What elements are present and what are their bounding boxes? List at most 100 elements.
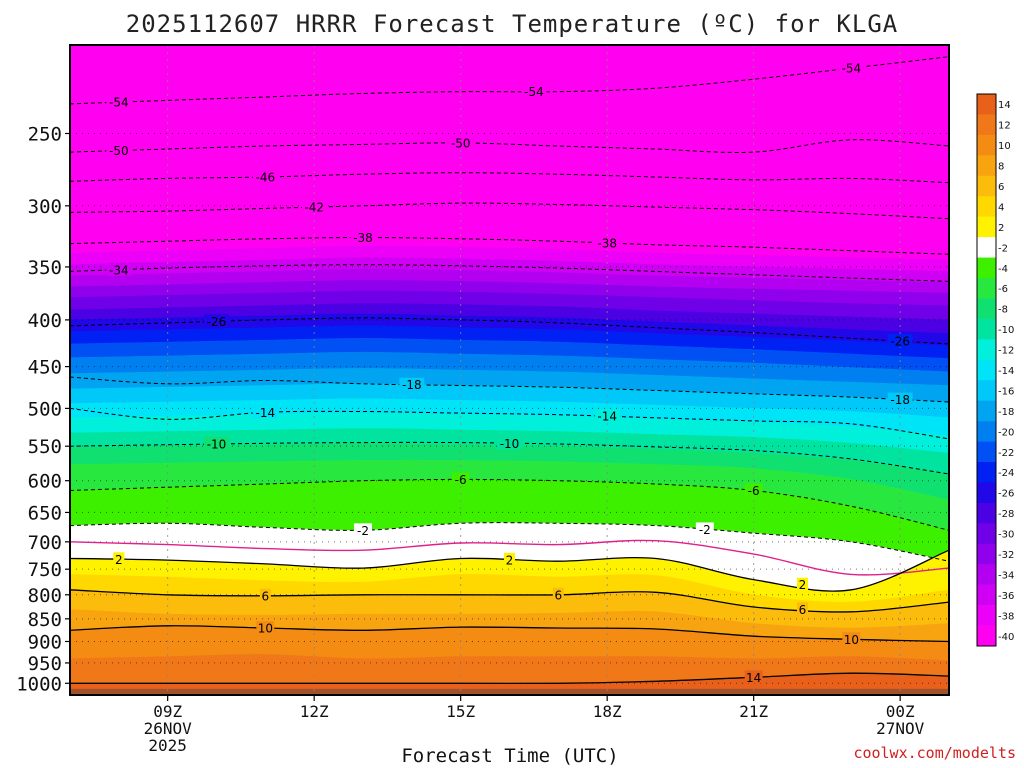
y-tick-label: 750: [28, 559, 62, 581]
isotherm-label-bg: [744, 670, 763, 684]
plot-frame: [69, 44, 950, 696]
isotherm-label: 10: [258, 622, 273, 636]
y-tick-label: 550: [28, 436, 62, 458]
x-tick-label: 27NOV: [876, 719, 925, 738]
y-tick-label: 1000: [16, 673, 62, 695]
isotherm-label: -14: [597, 410, 617, 424]
isotherm-label-bg: [695, 522, 714, 536]
temp-band-0: [70, 45, 949, 261]
colorbar-swatch: [977, 482, 996, 504]
isotherm-label: 6: [555, 588, 563, 602]
isotherm-label-bg: [256, 621, 275, 635]
isotherm-contours: [70, 56, 949, 685]
isotherm-label-bg: [594, 409, 620, 423]
isotherm-label: -2: [357, 524, 369, 538]
isotherm-label-bg: [842, 632, 861, 646]
colorbar-swatch: [977, 605, 996, 626]
y-tick-label: 350: [28, 257, 62, 279]
colorbar-label: 12: [998, 121, 1011, 132]
isotherm-label: -18: [890, 393, 910, 407]
credit-text: coolwx.com/modelts: [853, 744, 1016, 762]
isotherm-label-bg: [204, 437, 229, 451]
isotherm-label: 2: [506, 553, 514, 567]
colorbar-label: -20: [998, 427, 1014, 438]
colorbar-swatch: [977, 400, 996, 422]
colorbar-label: -26: [998, 489, 1014, 500]
isotherm-label-bg: [301, 200, 327, 214]
temp-band-27: [70, 688, 949, 695]
isotherm-label: -50: [451, 136, 471, 150]
isotherm-label-bg: [448, 135, 474, 149]
y-tick-label: 950: [28, 653, 62, 675]
colorbar-swatch: [977, 359, 996, 381]
colorbar-label: -2: [998, 243, 1008, 254]
isotherm-label-bg: [252, 170, 278, 184]
isotherm-line-15: [70, 625, 949, 643]
x-tick-label: 15Z: [446, 702, 475, 721]
y-tick-label: 700: [28, 532, 62, 554]
isotherm-label: -38: [353, 231, 373, 245]
isotherm-line-8: [70, 407, 949, 440]
colorbar-swatch: [977, 216, 996, 238]
colorbar-label: -30: [998, 530, 1014, 541]
isotherm-label-bg: [744, 483, 763, 497]
isotherm-label-bg: [451, 472, 470, 486]
isotherm-label: 2: [799, 578, 807, 592]
isotherm-label: -10: [500, 437, 520, 451]
y-tick-label: 900: [28, 631, 62, 653]
y-axis: 2503003504004505005506006507007508008509…: [16, 123, 70, 695]
isotherm-label: 10: [844, 633, 859, 647]
y-tick-label: 400: [28, 310, 62, 332]
isotherm-line-16: [70, 672, 949, 685]
colorbar-swatch: [977, 564, 996, 585]
isotherm-label: -18: [402, 378, 422, 392]
colorbar-swatch: [977, 523, 996, 545]
colorbar: 14 12 10 8 6 4 2 -2 -4 -6 -8 -10 -12 -14 -16 -18 -20 -22 -…: [976, 93, 1014, 647]
isotherm-line-13: [70, 549, 949, 592]
colorbar-label: -36: [998, 591, 1014, 602]
y-tick-label: 300: [28, 196, 62, 218]
colorbar-label: 10: [998, 141, 1011, 152]
isotherm-label: -54: [524, 85, 544, 99]
isotherm-label-bg: [497, 436, 522, 450]
isotherm-label-bg: [797, 602, 808, 616]
y-tick-label: 800: [28, 585, 62, 607]
temperature-bands: [70, 45, 949, 695]
x-tick-label: 21Z: [739, 702, 768, 721]
isotherm-label: -6: [455, 473, 467, 487]
isotherm-label: -14: [256, 406, 276, 420]
colorbar-swatch: [977, 318, 996, 340]
grid-lines: [70, 45, 949, 695]
x-tick-label: 2025: [148, 736, 187, 755]
colorbar-label: -12: [998, 346, 1014, 357]
colorbar-label: -8: [998, 305, 1008, 316]
isotherm-label: -2: [699, 523, 711, 537]
isotherm-label-bg: [106, 262, 132, 276]
colorbar-swatch: [977, 502, 996, 524]
isotherm-label-bg: [504, 552, 515, 566]
colorbar-label: -10: [998, 325, 1014, 336]
colorbar-frame: [976, 93, 997, 647]
isotherm-label-bg: [113, 552, 125, 566]
y-tick-label: 850: [28, 609, 62, 631]
isotherm-label: 14: [746, 671, 761, 685]
colorbar-label: 6: [998, 182, 1004, 193]
colorbar-swatch: [977, 380, 996, 401]
colorbar-swatch: [977, 625, 996, 647]
colorbar-label: -40: [998, 632, 1014, 643]
colorbar-label: -18: [998, 407, 1014, 418]
x-tick-label: 12Z: [300, 702, 329, 721]
colorbar-label: -34: [998, 570, 1014, 581]
colorbar-label: -6: [998, 284, 1008, 295]
isotherm-label-bg: [797, 577, 808, 591]
chart-title: 2025112607 HRRR Forecast Temperature (ºC…: [126, 10, 898, 38]
isotherm-labels: -54-54-54-50-50-46-42-38 -38-34-26-26-18-…: [106, 61, 913, 685]
isotherm-label: -42: [304, 201, 324, 215]
isotherm-label: -50: [109, 144, 129, 158]
isotherm-label: -26: [207, 315, 227, 329]
isotherm-label-bg: [252, 405, 278, 419]
colorbar-swatch: [977, 543, 996, 565]
isotherm-label-bg: [350, 230, 376, 244]
colorbar-swatch: [977, 462, 996, 483]
